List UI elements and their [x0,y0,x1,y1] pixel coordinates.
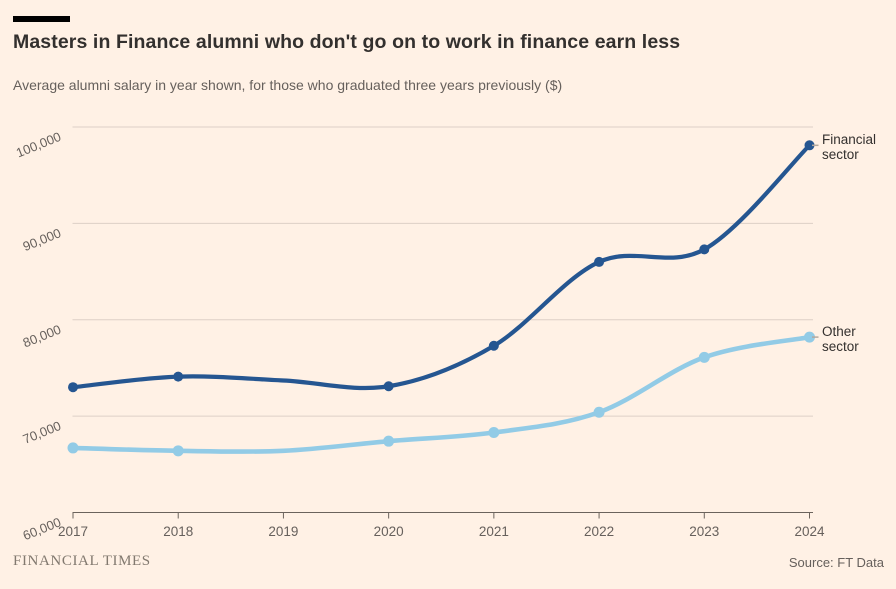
data-point-dot [593,406,605,418]
data-point-dot [594,256,605,267]
ft-brand-logo: FINANCIAL TIMES [13,553,151,569]
title-rule [13,16,70,22]
data-point-dot [173,371,184,382]
x-tick-label: 2021 [479,524,509,539]
y-tick-label: 70,000 [21,418,63,447]
series-line [70,334,812,454]
x-tick-label: 2017 [58,524,88,539]
data-point-dot [804,140,815,151]
data-point-dot [68,382,78,393]
x-tick-label: 2019 [268,524,298,539]
source-note: Source: FT Data [788,555,884,570]
y-tick-label: 80,000 [21,322,63,351]
data-point-dot [67,442,79,454]
x-tick-label: 2020 [374,524,404,539]
series-line [70,143,812,391]
data-point-dot [172,445,184,457]
data-point-dot [488,340,499,351]
data-point-dot [383,435,395,447]
x-tick-label: 2024 [794,524,825,539]
chart-subtitle: Average alumni salary in year shown, for… [13,77,563,93]
data-point-dot [804,331,815,343]
series-label-financial-sector: Financial sector [822,132,877,162]
data-point-dot [383,381,394,392]
y-tick-label: 60,000 [21,514,63,543]
x-tick-label: 2018 [163,524,193,539]
chart-title: Masters in Finance alumni who don't go o… [13,31,681,53]
data-point-dot [699,244,710,255]
x-tick-label: 2023 [689,524,719,539]
data-point-dot [698,351,710,363]
series-label-other-sector: Other sector [822,324,859,354]
x-tick-label: 2022 [584,524,614,539]
y-tick-label: 100,000 [14,129,63,161]
y-tick-label: 90,000 [21,225,63,254]
data-point-dot [488,427,500,439]
